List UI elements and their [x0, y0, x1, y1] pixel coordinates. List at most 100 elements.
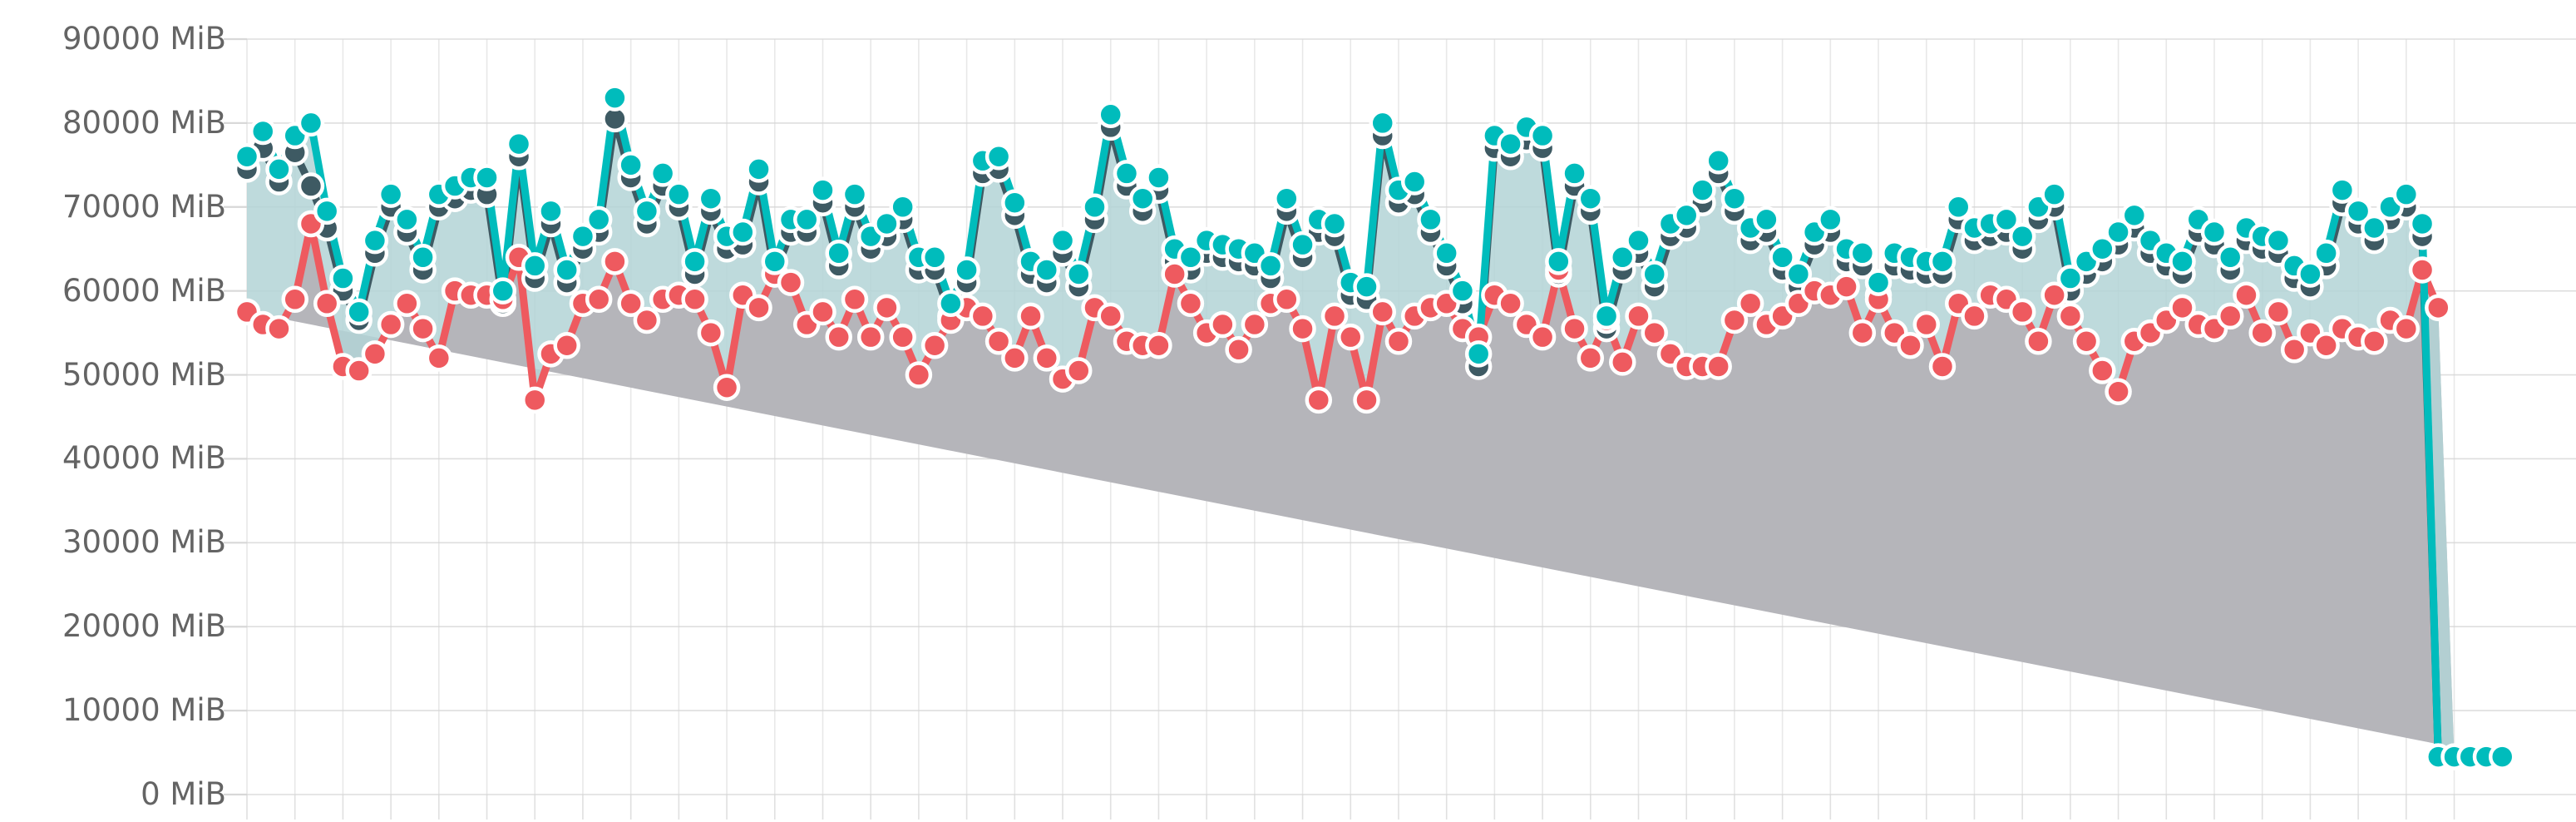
data-point-marker[interactable]	[585, 285, 613, 314]
data-point-marker[interactable]	[2169, 294, 2196, 322]
data-point-marker[interactable]	[1305, 386, 1333, 414]
data-point-marker[interactable]	[1817, 206, 1844, 234]
data-point-marker[interactable]	[953, 256, 980, 284]
data-point-marker[interactable]	[489, 277, 517, 305]
data-point-marker[interactable]	[2328, 176, 2356, 204]
data-point-marker[interactable]	[713, 374, 741, 401]
data-point-marker[interactable]	[985, 142, 1013, 171]
data-point-marker[interactable]	[345, 357, 373, 384]
data-point-marker[interactable]	[873, 294, 901, 322]
data-point-marker[interactable]	[1289, 230, 1316, 259]
data-point-marker[interactable]	[2072, 327, 2100, 355]
data-point-marker[interactable]	[1177, 244, 1205, 271]
data-point-marker[interactable]	[2008, 298, 2036, 326]
data-point-marker[interactable]	[1097, 101, 1124, 129]
data-point-marker[interactable]	[585, 206, 613, 234]
data-point-marker[interactable]	[2008, 222, 2036, 250]
data-point-marker[interactable]	[1225, 336, 1252, 364]
data-point-marker[interactable]	[920, 244, 949, 271]
data-point-marker[interactable]	[889, 323, 916, 351]
data-point-marker[interactable]	[393, 206, 421, 234]
data-point-marker[interactable]	[2392, 181, 2421, 208]
data-point-marker[interactable]	[617, 290, 644, 318]
data-point-marker[interactable]	[521, 386, 549, 414]
data-point-marker[interactable]	[377, 310, 405, 339]
data-point-marker[interactable]	[633, 197, 661, 225]
data-point-marker[interactable]	[1545, 248, 1572, 275]
data-point-marker[interactable]	[825, 323, 852, 351]
data-point-marker[interactable]	[1528, 121, 1557, 150]
data-point-marker[interactable]	[729, 218, 757, 246]
data-point-marker[interactable]	[2264, 298, 2292, 326]
data-point-marker[interactable]	[2200, 218, 2228, 246]
data-point-marker[interactable]	[1289, 314, 1316, 343]
data-point-marker[interactable]	[2105, 218, 2132, 246]
data-point-marker[interactable]	[2280, 336, 2308, 364]
data-point-marker[interactable]	[745, 156, 772, 183]
data-point-marker[interactable]	[1705, 147, 1732, 175]
data-point-marker[interactable]	[841, 285, 869, 314]
data-point-marker[interactable]	[2041, 181, 2068, 208]
data-point-marker[interactable]	[1609, 244, 1636, 271]
data-point-marker[interactable]	[2216, 244, 2244, 271]
data-point-marker[interactable]	[297, 172, 325, 200]
data-point-marker[interactable]	[601, 248, 629, 275]
data-point-marker[interactable]	[553, 256, 580, 284]
data-point-marker[interactable]	[2488, 743, 2516, 770]
data-point-marker[interactable]	[1961, 302, 1988, 330]
data-point-marker[interactable]	[2169, 248, 2196, 275]
data-point-marker[interactable]	[856, 323, 885, 351]
data-point-marker[interactable]	[425, 344, 453, 372]
data-point-marker[interactable]	[697, 185, 725, 212]
data-point-marker[interactable]	[1848, 319, 1877, 347]
data-point-marker[interactable]	[2248, 319, 2276, 347]
data-point-marker[interactable]	[1337, 323, 1364, 351]
data-point-marker[interactable]	[313, 290, 341, 318]
data-point-marker[interactable]	[1320, 210, 1349, 238]
data-point-marker[interactable]	[329, 265, 357, 292]
data-point-marker[interactable]	[2361, 327, 2388, 355]
data-point-marker[interactable]	[1448, 277, 1477, 305]
data-point-marker[interactable]	[1912, 310, 1940, 339]
data-point-marker[interactable]	[1528, 323, 1557, 351]
data-point-marker[interactable]	[969, 302, 997, 330]
data-point-marker[interactable]	[1001, 344, 1029, 372]
data-point-marker[interactable]	[521, 252, 549, 280]
data-point-marker[interactable]	[1369, 298, 1396, 326]
data-point-marker[interactable]	[2056, 265, 2085, 292]
data-point-marker[interactable]	[1928, 248, 1957, 275]
data-point-marker[interactable]	[905, 361, 933, 389]
data-point-marker[interactable]	[345, 298, 373, 326]
data-point-marker[interactable]	[281, 285, 308, 314]
data-point-marker[interactable]	[553, 331, 580, 359]
data-point-marker[interactable]	[265, 156, 293, 183]
data-point-marker[interactable]	[825, 240, 852, 267]
data-point-marker[interactable]	[697, 319, 725, 347]
data-point-marker[interactable]	[505, 130, 533, 158]
data-point-marker[interactable]	[1065, 357, 1093, 384]
data-point-marker[interactable]	[1161, 260, 1188, 288]
data-point-marker[interactable]	[537, 197, 565, 225]
data-point-marker[interactable]	[2089, 357, 2116, 384]
data-point-marker[interactable]	[1145, 331, 1172, 359]
data-point-marker[interactable]	[681, 248, 708, 275]
data-point-marker[interactable]	[297, 109, 325, 137]
data-point-marker[interactable]	[2408, 210, 2436, 238]
data-point-marker[interactable]	[569, 222, 597, 250]
data-point-marker[interactable]	[2025, 327, 2052, 355]
data-point-marker[interactable]	[1256, 252, 1285, 280]
data-point-marker[interactable]	[1177, 290, 1205, 318]
data-point-marker[interactable]	[617, 151, 644, 179]
data-point-marker[interactable]	[1561, 160, 1588, 187]
data-point-marker[interactable]	[361, 226, 389, 255]
data-point-marker[interactable]	[1017, 302, 1044, 330]
data-point-marker[interactable]	[1561, 314, 1588, 343]
data-point-marker[interactable]	[1897, 331, 1924, 359]
data-point-marker[interactable]	[1384, 327, 1413, 355]
data-point-marker[interactable]	[1033, 344, 1061, 372]
data-point-marker[interactable]	[649, 160, 677, 187]
data-point-marker[interactable]	[2120, 201, 2149, 230]
data-point-marker[interactable]	[1672, 201, 1700, 230]
data-point-marker[interactable]	[1497, 290, 1524, 318]
data-point-marker[interactable]	[1625, 226, 1652, 255]
